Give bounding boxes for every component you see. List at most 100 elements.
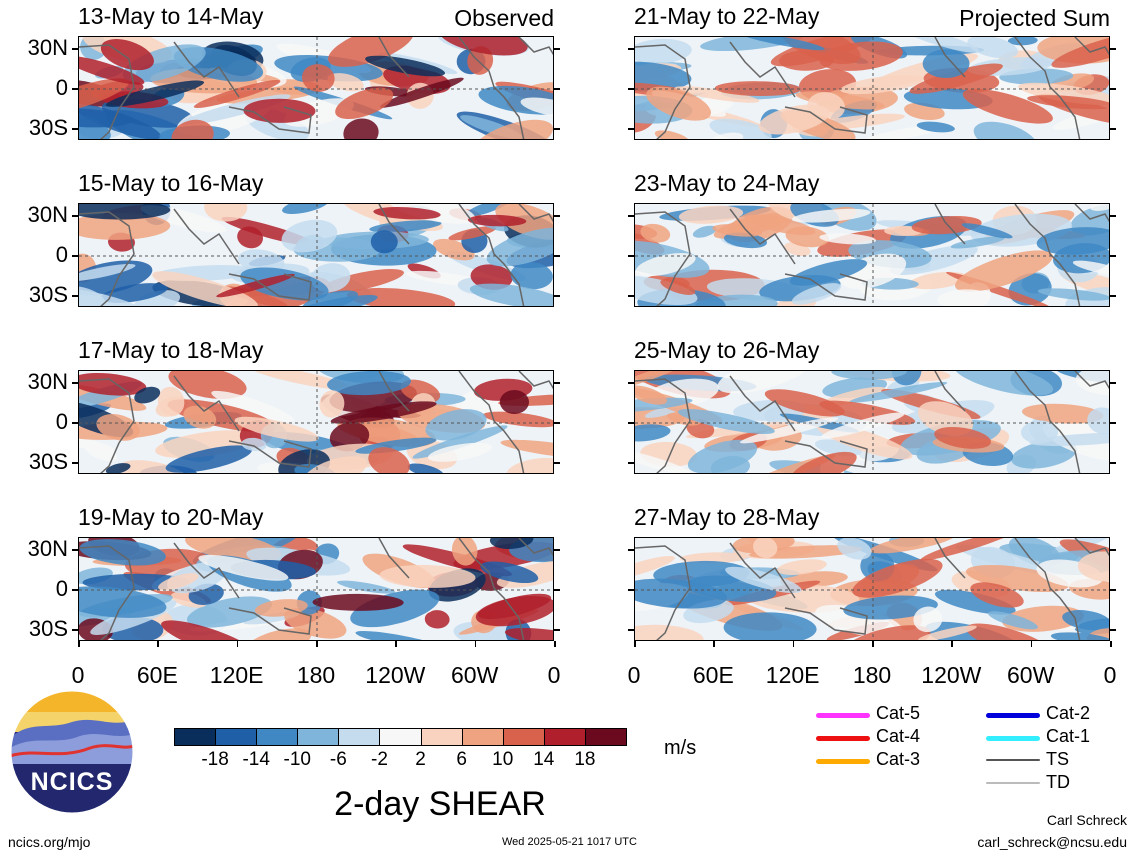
shear-blob xyxy=(1062,610,1109,631)
shear-blob xyxy=(85,444,118,462)
x-tick-mark xyxy=(78,641,80,647)
site-url[interactable]: ncics.org/mjo xyxy=(8,834,91,850)
y-tick-label: 0 xyxy=(55,576,68,601)
shear-blob xyxy=(79,108,133,128)
y-tick-mark xyxy=(1110,88,1116,90)
shear-blob xyxy=(717,371,813,394)
shear-blob xyxy=(900,37,980,53)
coastline xyxy=(228,106,312,134)
shear-blob xyxy=(198,554,289,581)
y-tick-mark xyxy=(72,382,78,384)
shear-blob xyxy=(500,439,553,459)
shear-blob xyxy=(723,232,768,249)
shear-blob xyxy=(790,451,857,473)
y-tick-mark xyxy=(72,88,78,90)
y-tick-label: 30N xyxy=(27,536,68,561)
shear-blob xyxy=(79,586,167,618)
shear-blob xyxy=(950,236,1005,249)
shear-blob xyxy=(677,409,775,434)
shear-blob xyxy=(837,538,872,560)
coastline xyxy=(378,371,410,412)
shear-blob xyxy=(472,119,553,139)
colorbar-label: 14 xyxy=(533,749,555,770)
shear-blob xyxy=(330,401,437,424)
shear-blob xyxy=(635,38,692,64)
shear-blob xyxy=(791,283,842,305)
panel-title: 27-May to 28-May xyxy=(634,504,820,530)
coastline xyxy=(378,37,410,78)
y-tick-label: 30S xyxy=(28,282,68,307)
shear-blob xyxy=(840,74,924,95)
shear-blob xyxy=(967,37,1019,59)
coastline xyxy=(79,378,135,473)
shear-blob xyxy=(739,417,839,444)
coastline xyxy=(1014,37,1081,139)
shear-blob xyxy=(779,50,834,71)
coastline xyxy=(635,378,691,473)
colorbar-label: 6 xyxy=(456,749,467,770)
y-tick-mark xyxy=(628,589,634,591)
shear-blob xyxy=(635,555,675,580)
shear-blob xyxy=(499,389,529,415)
shear-blob xyxy=(204,204,248,222)
legend-label: TS xyxy=(1046,749,1070,769)
y-tick-mark xyxy=(554,589,560,591)
map-panel xyxy=(78,537,554,641)
shear-blob xyxy=(79,213,171,240)
coastline xyxy=(1014,371,1081,473)
shear-blob xyxy=(448,226,497,241)
shear-blob xyxy=(301,64,335,92)
shear-map xyxy=(635,538,1109,640)
shear-blob xyxy=(469,283,553,306)
coastline xyxy=(458,37,525,139)
shear-map xyxy=(79,538,553,640)
shear-blob xyxy=(635,449,692,473)
shear-blob xyxy=(965,564,1069,593)
panel-title: 23-May to 24-May xyxy=(634,170,820,196)
shear-blob xyxy=(970,582,1024,608)
shear-blob xyxy=(343,118,379,139)
coastline xyxy=(1014,204,1081,306)
colorbar-swatch xyxy=(543,728,586,746)
shear-blob xyxy=(157,386,185,417)
shear-blob xyxy=(241,437,267,451)
y-tick-mark xyxy=(554,629,560,631)
y-tick-label: 0 xyxy=(55,75,68,100)
y-tick-mark xyxy=(554,128,560,130)
x-tick-mark xyxy=(1030,641,1033,647)
shear-blob xyxy=(470,264,513,290)
shear-blob xyxy=(680,552,748,564)
shear-blob xyxy=(346,287,456,306)
coastline xyxy=(1014,538,1081,640)
x-tick-label: 180 xyxy=(852,662,892,688)
shear-blob xyxy=(350,589,440,628)
shear-blob xyxy=(424,610,450,629)
shear-blob xyxy=(666,412,701,426)
shear-blob xyxy=(852,558,943,598)
shear-blob xyxy=(640,223,671,243)
shear-blob xyxy=(282,204,330,215)
shear-blob xyxy=(988,611,1038,630)
shear-blob xyxy=(79,78,130,115)
x-tick-mark xyxy=(395,641,397,647)
shear-blob xyxy=(764,389,845,417)
shear-blob xyxy=(1075,371,1109,396)
colorbar-swatch xyxy=(256,728,299,746)
shear-blob xyxy=(955,250,1053,292)
y-tick-mark xyxy=(72,255,78,257)
y-tick-mark xyxy=(554,48,560,50)
legend-swatch-td xyxy=(986,782,1040,784)
coastline xyxy=(378,538,410,579)
coastline xyxy=(729,542,796,599)
x-tick-mark xyxy=(634,641,636,647)
email[interactable]: carl_schreck@ncsu.edu xyxy=(977,834,1127,850)
map-panel xyxy=(634,370,1110,474)
shear-blob xyxy=(725,566,802,593)
shear-blob xyxy=(973,121,1038,139)
shear-blob xyxy=(380,77,464,108)
shear-blob xyxy=(480,561,539,584)
legend-swatch-cat-3 xyxy=(816,759,870,764)
shear-blob xyxy=(635,61,692,92)
x-tick-label: 60E xyxy=(136,662,178,688)
y-tick-mark xyxy=(72,295,78,297)
